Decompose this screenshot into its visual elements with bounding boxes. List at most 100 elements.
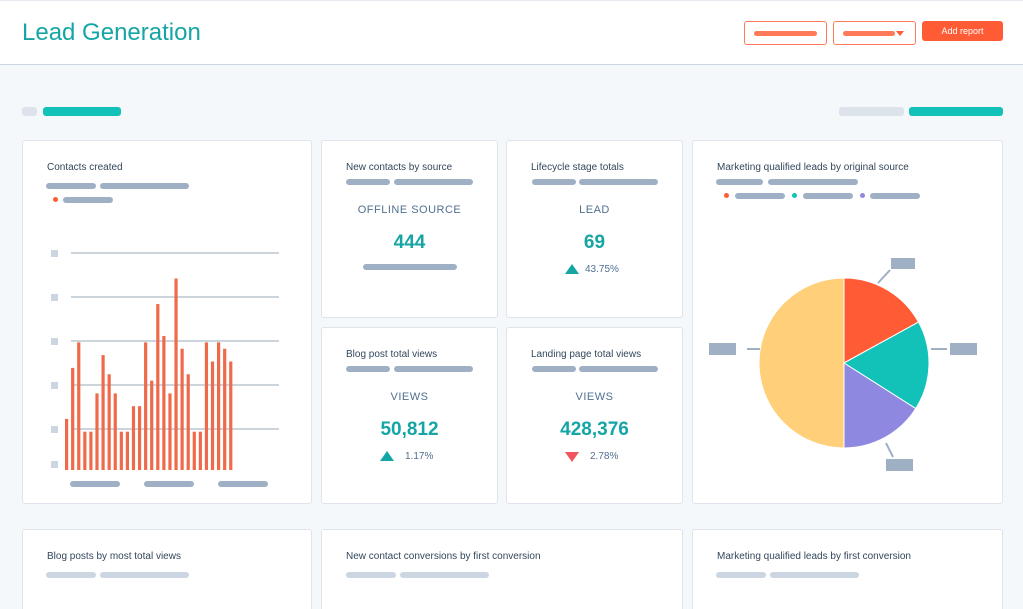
contacts-bar-chart — [51, 250, 279, 487]
mql-by-original-source-card[interactable]: Marketing qualified leads by original so… — [692, 140, 1003, 504]
bar — [229, 361, 233, 470]
bar — [89, 431, 93, 470]
bar — [156, 304, 160, 470]
page-header: Lead Generation Add report — [0, 0, 1023, 65]
bar — [137, 406, 142, 470]
bar — [150, 380, 154, 470]
bar — [83, 431, 87, 470]
legend-label-placeholder — [803, 193, 853, 199]
bar — [204, 342, 209, 470]
pie-leader-line — [877, 269, 891, 284]
compare-placeholder — [839, 107, 904, 116]
subtitle-placeholder — [579, 179, 658, 185]
y-tick-placeholder — [51, 461, 58, 468]
metric-value: 50,812 — [380, 419, 439, 440]
bar — [223, 348, 227, 470]
bar — [174, 278, 178, 470]
card-title: Blog posts by most total views — [47, 551, 181, 562]
card-title: Blog post total views — [346, 349, 438, 360]
metric-label: VIEWS — [390, 391, 429, 403]
subtitle-placeholder — [346, 179, 390, 185]
metric-value: 444 — [393, 232, 426, 253]
dashboard-actions-button[interactable] — [744, 21, 827, 45]
metric-value: 69 — [583, 232, 606, 253]
share-dashboard-link[interactable] — [909, 107, 1003, 116]
legend-label-placeholder — [63, 197, 113, 203]
new-contacts-by-source-card[interactable]: New contacts by source OFFLINE SOURCE 44… — [321, 140, 498, 318]
subtitle-placeholder — [716, 572, 766, 578]
mql-pie-chart — [709, 258, 977, 471]
bar — [144, 342, 148, 470]
subtitle-placeholder — [46, 183, 96, 189]
card-title: Marketing qualified leads by first conve… — [717, 551, 911, 562]
subtitle-placeholder — [346, 366, 390, 372]
metric-delta: 1.17% — [405, 451, 434, 462]
card-title: Contacts created — [47, 162, 123, 173]
metric-delta: 43.75% — [585, 264, 619, 275]
subtitle-placeholder — [394, 366, 473, 372]
y-tick-placeholder — [51, 294, 58, 301]
metric-value: 428,376 — [560, 419, 629, 440]
subtitle-placeholder — [770, 572, 859, 578]
metric-label: VIEWS — [575, 391, 614, 403]
filter-dropdown-button[interactable] — [833, 21, 916, 45]
filter-placeholder — [22, 107, 37, 116]
legend-label-placeholder — [735, 193, 785, 199]
y-tick-placeholder — [51, 426, 58, 433]
page-title: Lead Generation — [22, 19, 201, 46]
card-title: Marketing qualified leads by original so… — [717, 162, 909, 173]
bar — [101, 355, 105, 470]
trend-up-icon — [380, 451, 394, 461]
add-report-button[interactable]: Add report — [922, 21, 1003, 41]
mql-by-first-conversion-card[interactable]: Marketing qualified leads by first conve… — [692, 529, 1003, 609]
bar — [113, 393, 117, 470]
metric-delta: 2.78% — [590, 451, 619, 462]
bar — [71, 367, 75, 470]
pie-slice — [843, 277, 920, 364]
card-title: New contacts by source — [346, 162, 453, 173]
date-range-filter[interactable] — [43, 107, 121, 116]
card-title: New contact conversions by first convers… — [346, 551, 541, 562]
legend-dot — [724, 193, 729, 198]
pie-leader-line — [885, 442, 894, 458]
subtitle-placeholder — [768, 179, 858, 185]
new-contact-conversions-card[interactable]: New contact conversions by first convers… — [321, 529, 683, 609]
bar — [77, 342, 81, 470]
bar — [180, 348, 184, 470]
bar — [210, 361, 215, 470]
bar — [131, 406, 136, 470]
subtitle-placeholder — [100, 183, 189, 189]
bar — [168, 393, 172, 470]
pie-slice — [843, 321, 930, 410]
x-tick-placeholder — [144, 481, 194, 487]
subtitle-placeholder — [532, 366, 576, 372]
button-label-placeholder — [754, 31, 817, 36]
bar — [186, 374, 190, 470]
trend-up-icon — [565, 264, 579, 274]
subtitle-placeholder — [579, 366, 658, 372]
subtitle-placeholder — [532, 179, 576, 185]
subtitle-placeholder — [100, 572, 189, 578]
subtitle-placeholder — [394, 179, 473, 185]
chevron-down-icon — [896, 31, 904, 36]
contacts-created-card[interactable]: Contacts created — [22, 140, 312, 504]
card-title: Landing page total views — [531, 349, 642, 360]
blog-post-total-views-card[interactable]: Blog post total views VIEWS 50,812 1.17% — [321, 327, 498, 504]
subtitle-placeholder — [46, 572, 96, 578]
pie-label-placeholder — [891, 258, 915, 269]
legend-dot — [792, 193, 797, 198]
pie-label-placeholder — [886, 459, 913, 471]
button-label-placeholder — [843, 31, 895, 36]
y-tick-placeholder — [51, 382, 58, 389]
x-tick-placeholder — [70, 481, 120, 487]
lifecycle-stage-totals-card[interactable]: Lifecycle stage totals LEAD 69 43.75% — [506, 140, 683, 318]
bar — [65, 418, 69, 470]
bar — [162, 335, 166, 470]
landing-page-total-views-card[interactable]: Landing page total views VIEWS 428,376 2… — [506, 327, 683, 504]
legend-dot — [860, 193, 865, 198]
blog-posts-most-views-card[interactable]: Blog posts by most total views — [22, 529, 312, 609]
bar — [192, 431, 196, 470]
subtitle-placeholder — [716, 179, 763, 185]
metric-label: LEAD — [579, 204, 610, 216]
pie-label-placeholder — [709, 343, 736, 355]
